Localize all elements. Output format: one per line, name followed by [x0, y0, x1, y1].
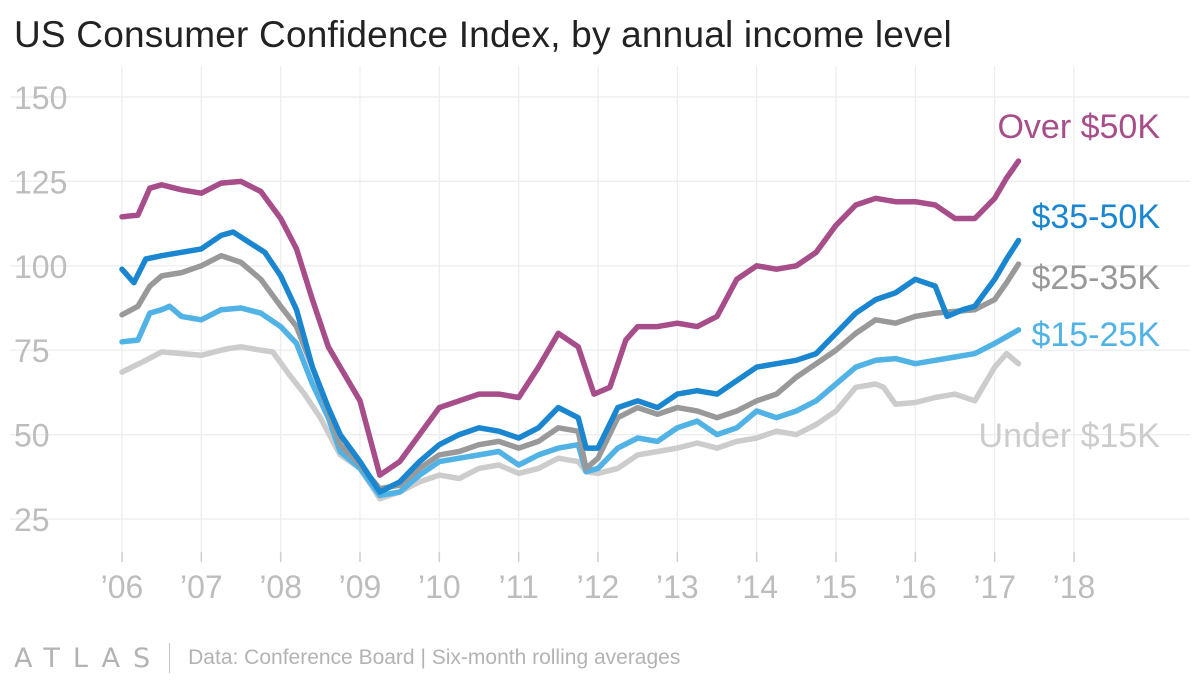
x-tick-label: ’14: [735, 569, 778, 605]
series-label-0: Under $15K: [979, 417, 1161, 455]
series-line-3: [119, 229, 1022, 495]
y-tick-label: 25: [14, 502, 50, 538]
x-tick-label: ’13: [656, 569, 699, 605]
series-lines: [119, 158, 1022, 502]
x-tick-label: ’07: [180, 569, 223, 605]
series-line-2: [119, 252, 1022, 492]
x-tick-label: ’16: [894, 569, 937, 605]
axes: 25 50 75 100 125 150 ’06 ’07 ’08 ’09 ’10 ’11 ’12 ’13 ’…: [14, 80, 1095, 605]
y-tick-label: 100: [14, 249, 67, 285]
x-tick-label: ’09: [339, 569, 382, 605]
series-label-1: $15-25K: [1031, 316, 1160, 354]
x-tick-label: ’10: [418, 569, 461, 605]
atlas-logo: ATLAS: [14, 642, 164, 674]
series-label-3: $35-50K: [1031, 198, 1160, 236]
line-chart: 25 50 75 100 125 150 ’06 ’07 ’08 ’09 ’10 ’11 ’12 ’13 ’…: [10, 66, 1190, 605]
y-tick-label: 150: [14, 80, 67, 116]
y-tick-label: 50: [14, 418, 50, 454]
x-tick-label: ’06: [101, 569, 144, 605]
x-tick-label: ’12: [577, 569, 620, 605]
series-label-4: Over $50K: [997, 108, 1160, 146]
x-tick-label: ’17: [973, 569, 1016, 605]
x-tick-label: ’11: [499, 569, 539, 605]
series-line-0: [119, 344, 1022, 502]
y-tick-label: 125: [14, 164, 67, 200]
series-label-2: $25-35K: [1031, 259, 1160, 297]
series-labels: Under $15K $15-25K $25-35K $35-50K Over $50K: [979, 108, 1161, 455]
y-tick-label: 75: [14, 333, 50, 369]
series-line-4: [119, 158, 1022, 478]
grid: [10, 66, 1190, 562]
x-tick-label: ’15: [815, 569, 858, 605]
footer: ATLAS Data: Conference Board | Six-month…: [14, 638, 680, 678]
series-line-1: [119, 303, 1022, 499]
chart-title: US Consumer Confidence Index, by annual …: [14, 14, 952, 55]
x-tick-label: ’18: [1053, 569, 1096, 605]
x-tick-label: ’08: [259, 569, 302, 605]
source-note: Data: Conference Board | Six-month rolli…: [188, 646, 681, 669]
footer-divider: [169, 643, 171, 673]
